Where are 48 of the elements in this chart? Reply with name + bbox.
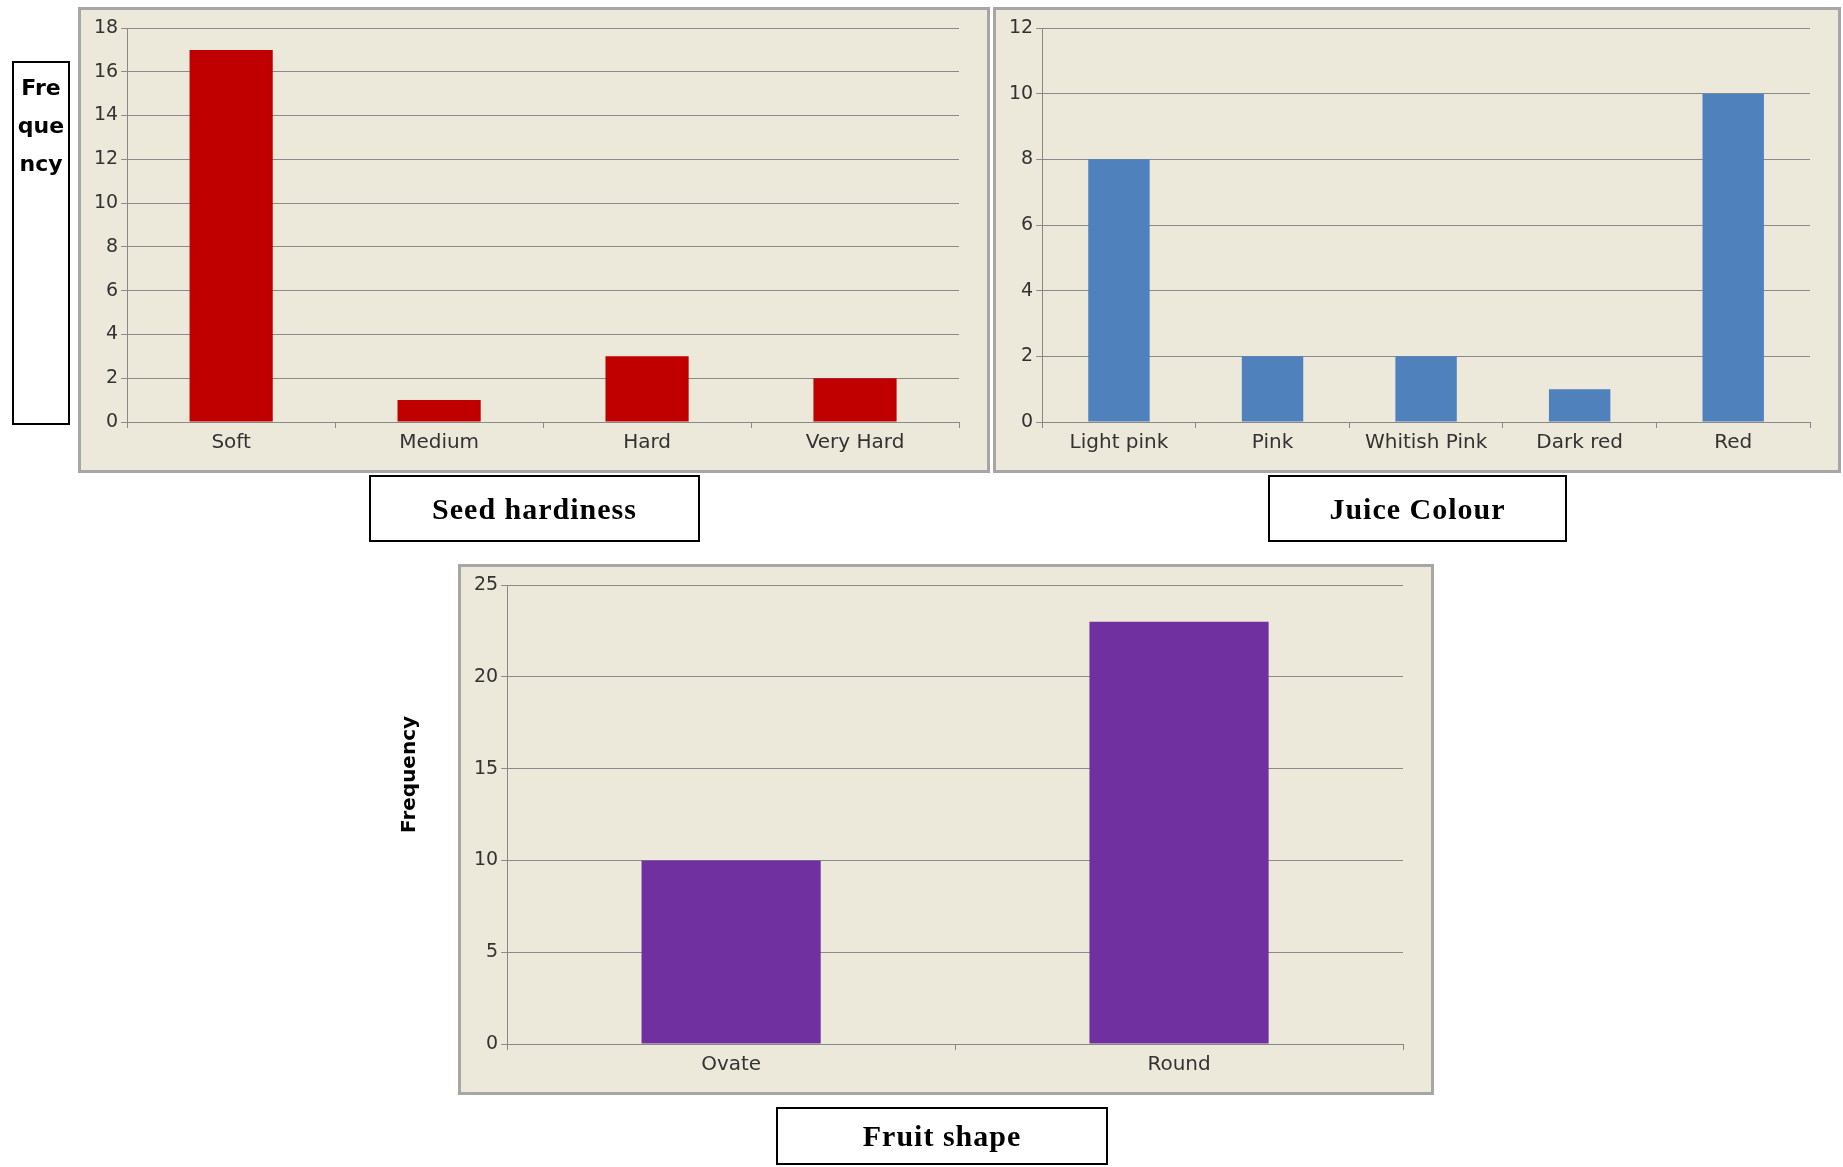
x-tick-label: Very Hard	[805, 429, 905, 454]
y-tick-label: 4	[1021, 277, 1034, 300]
x-tick-label: Pink	[1251, 429, 1294, 454]
y-tick-label: 0	[1021, 408, 1034, 431]
y-tick-label: 20	[473, 663, 499, 686]
y-tick-label: 18	[93, 14, 119, 37]
y-tick-label: 2	[1021, 343, 1034, 366]
text: Seed hardiness	[369, 475, 700, 542]
y-tick-label: 10	[473, 847, 499, 870]
y-tick-label: 15	[473, 755, 499, 778]
y-tick-label: 12	[1008, 14, 1034, 37]
y-tick-label: 6	[1021, 211, 1034, 234]
bar	[1241, 356, 1304, 422]
bar	[189, 49, 273, 422]
bar	[1395, 356, 1457, 422]
y-tick-label: 10	[1008, 80, 1034, 103]
x-tick-label: Whitish Pink	[1364, 429, 1488, 454]
y-tick-label: 12	[93, 146, 119, 169]
y-tick-label: 16	[93, 58, 119, 81]
x-tick-label: Soft	[211, 429, 252, 454]
bar	[1548, 389, 1611, 422]
y-tick-label: 2	[106, 365, 119, 388]
y-axis-title: Frequency	[12, 61, 70, 425]
bar	[1702, 93, 1764, 422]
text: Fruit shape	[776, 1107, 1108, 1165]
x-tick-label: Hard	[623, 429, 671, 454]
y-axis-title: Frequency	[396, 715, 421, 833]
x-tick-label: Dark red	[1536, 429, 1623, 454]
x-tick-label: Round	[1147, 1051, 1211, 1076]
x-tick-label: Light pink	[1069, 429, 1169, 454]
x-tick-label: Red	[1714, 429, 1753, 454]
text: Juice Colour	[1268, 475, 1567, 542]
x-tick-label: Ovate	[701, 1051, 762, 1076]
bar	[1088, 159, 1150, 422]
bar	[397, 400, 481, 422]
bar	[813, 378, 897, 422]
x-tick-label: Medium	[399, 429, 480, 454]
y-tick-label: 6	[106, 277, 119, 300]
y-tick-label: 0	[106, 408, 119, 431]
y-tick-label: 5	[486, 939, 499, 962]
y-tick-label: 10	[93, 190, 119, 213]
y-tick-label: 0	[486, 1030, 499, 1053]
y-tick-label: 8	[106, 233, 119, 256]
y-tick-label: 8	[1021, 146, 1034, 169]
y-tick-label: 4	[106, 321, 119, 344]
bar	[605, 356, 689, 422]
y-tick-label: 25	[473, 571, 499, 594]
y-tick-label: 14	[93, 102, 119, 125]
